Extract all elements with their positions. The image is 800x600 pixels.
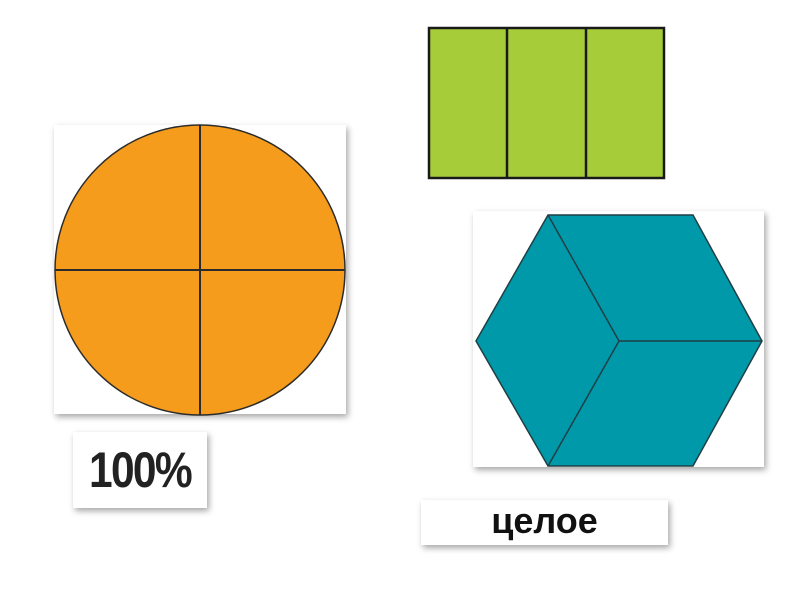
whole-label: целое — [491, 499, 598, 541]
rectangle-shape — [427, 26, 666, 180]
percent-label: 100% — [89, 442, 193, 498]
rectangle-divided-into-thirds — [427, 26, 666, 180]
hexagon-divider-1 — [547, 214, 620, 342]
hexagon-divider-3 — [547, 340, 620, 467]
percent-label-card — [73, 432, 207, 508]
hexagon-divided-into-rhombi — [475, 214, 763, 467]
circle-divided-into-quarters — [54, 124, 346, 416]
whole-label-card — [421, 500, 668, 545]
